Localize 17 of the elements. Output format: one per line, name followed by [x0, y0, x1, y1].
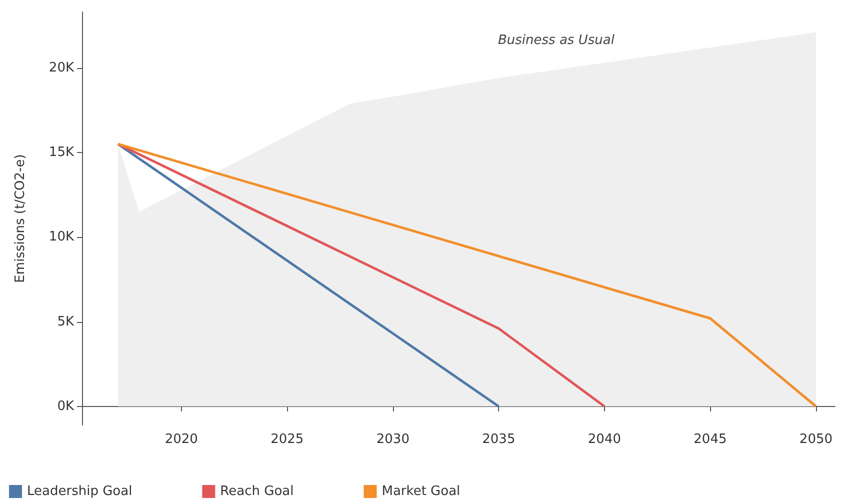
x-tick-label: 2035 — [482, 432, 516, 447]
x-tick-label: 2030 — [376, 432, 410, 447]
legend-label: Leadership Goal — [27, 484, 132, 499]
legend-label: Reach Goal — [220, 484, 294, 499]
x-tick-label: 2050 — [799, 432, 833, 447]
y-tick-label: 10K — [48, 230, 74, 245]
y-tick-label: 20K — [48, 60, 74, 76]
annotation: Business as Usual — [498, 33, 615, 48]
y-tick-label: 0K — [57, 398, 74, 414]
x-tick-label: 2025 — [270, 432, 304, 447]
y-tick-label: 5K — [57, 314, 74, 330]
x-tick-label: 2045 — [694, 432, 727, 447]
x-tick-label: 2020 — [164, 432, 198, 447]
y-tick-label: 15K — [48, 144, 74, 160]
x-tick-label: 2040 — [588, 432, 621, 447]
legend-label: Market Goal — [382, 484, 460, 499]
y-axis-title: Emissions (t/CO2-e) — [13, 154, 28, 283]
